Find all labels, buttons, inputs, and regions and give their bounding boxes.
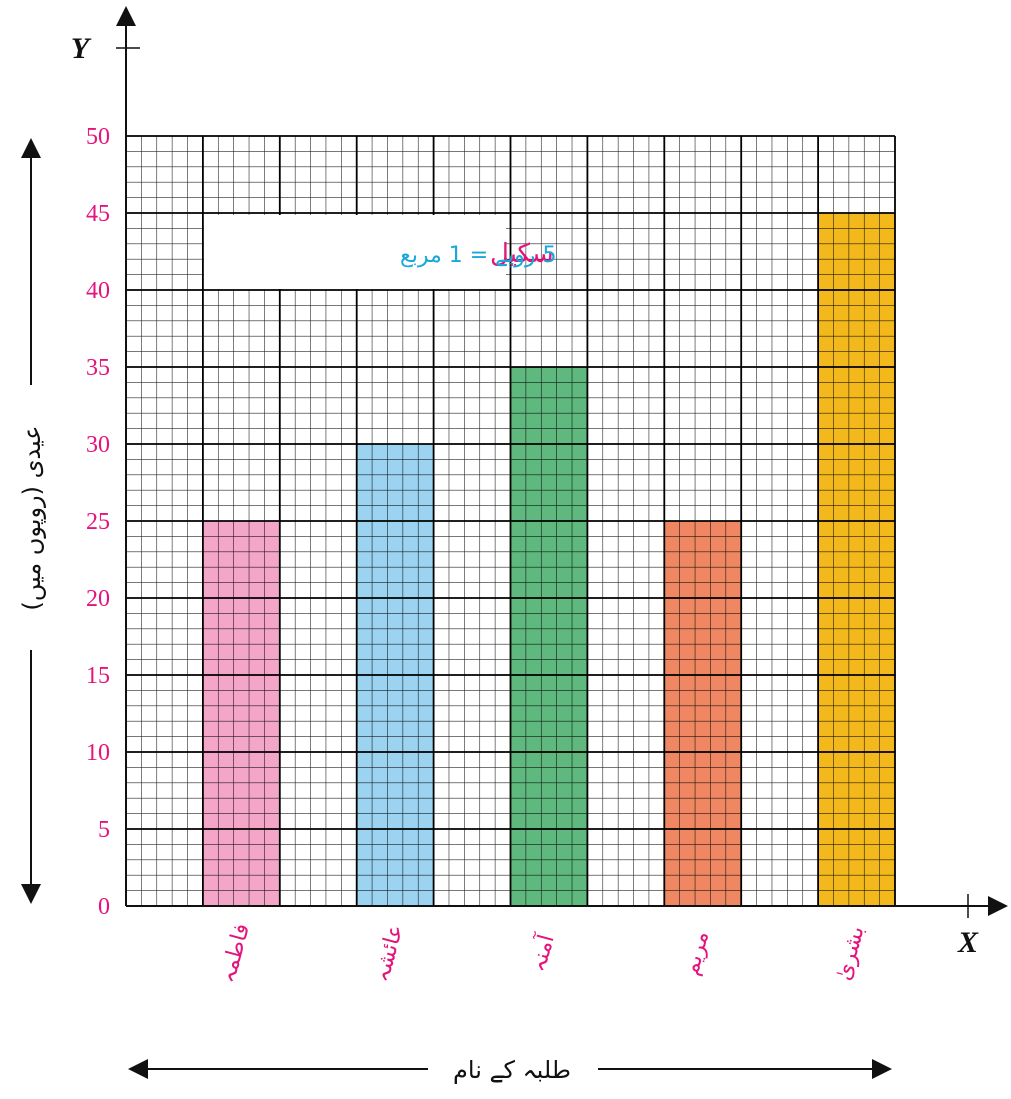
y-tick-label: 35 (86, 355, 110, 381)
bar-layer (202, 213, 895, 906)
x-axis-title: طلبہ کے نام (453, 1056, 571, 1084)
y-tick-label: 20 (86, 586, 110, 612)
category-labels: فاطمہ عائشہ آمنہ مریم بشریٰ (215, 921, 869, 986)
y-axis-letter: Y (71, 32, 92, 65)
category-label: مریم (679, 929, 715, 979)
y-tick-label: 40 (86, 278, 110, 304)
scale-text: 5 روپے = 1 مربع (400, 243, 556, 268)
y-tick-label: 5 (98, 817, 110, 843)
y-tick-label: 45 (86, 201, 110, 227)
scale-word: سکیل (490, 239, 554, 269)
y-tick-label: 10 (86, 740, 110, 766)
scale-legend: سکیل 5 روپے = 1 مربع (204, 215, 556, 289)
y-tick-label: 15 (86, 663, 110, 689)
x-axis-letter: X (957, 926, 979, 959)
y-tick-label: 25 (86, 509, 110, 535)
y-axis-title: عیدی (روپوں میں) (18, 425, 46, 610)
y-tick-labels: 0 5 10 15 20 25 30 35 40 45 50 (86, 124, 110, 920)
bar-4 (664, 521, 742, 906)
category-label: فاطمہ (215, 921, 255, 986)
category-label: آمنہ (524, 931, 560, 975)
scale-legend-box (204, 215, 506, 289)
bar-5 (818, 213, 895, 906)
y-tick-label: 50 (86, 124, 110, 150)
y-tick-label: 30 (86, 432, 110, 458)
bar-1 (202, 521, 280, 906)
category-label: عائشہ (369, 922, 408, 985)
bar-3 (510, 367, 588, 906)
category-label: بشریٰ (831, 923, 869, 983)
y-tick-label: 0 (98, 894, 110, 920)
